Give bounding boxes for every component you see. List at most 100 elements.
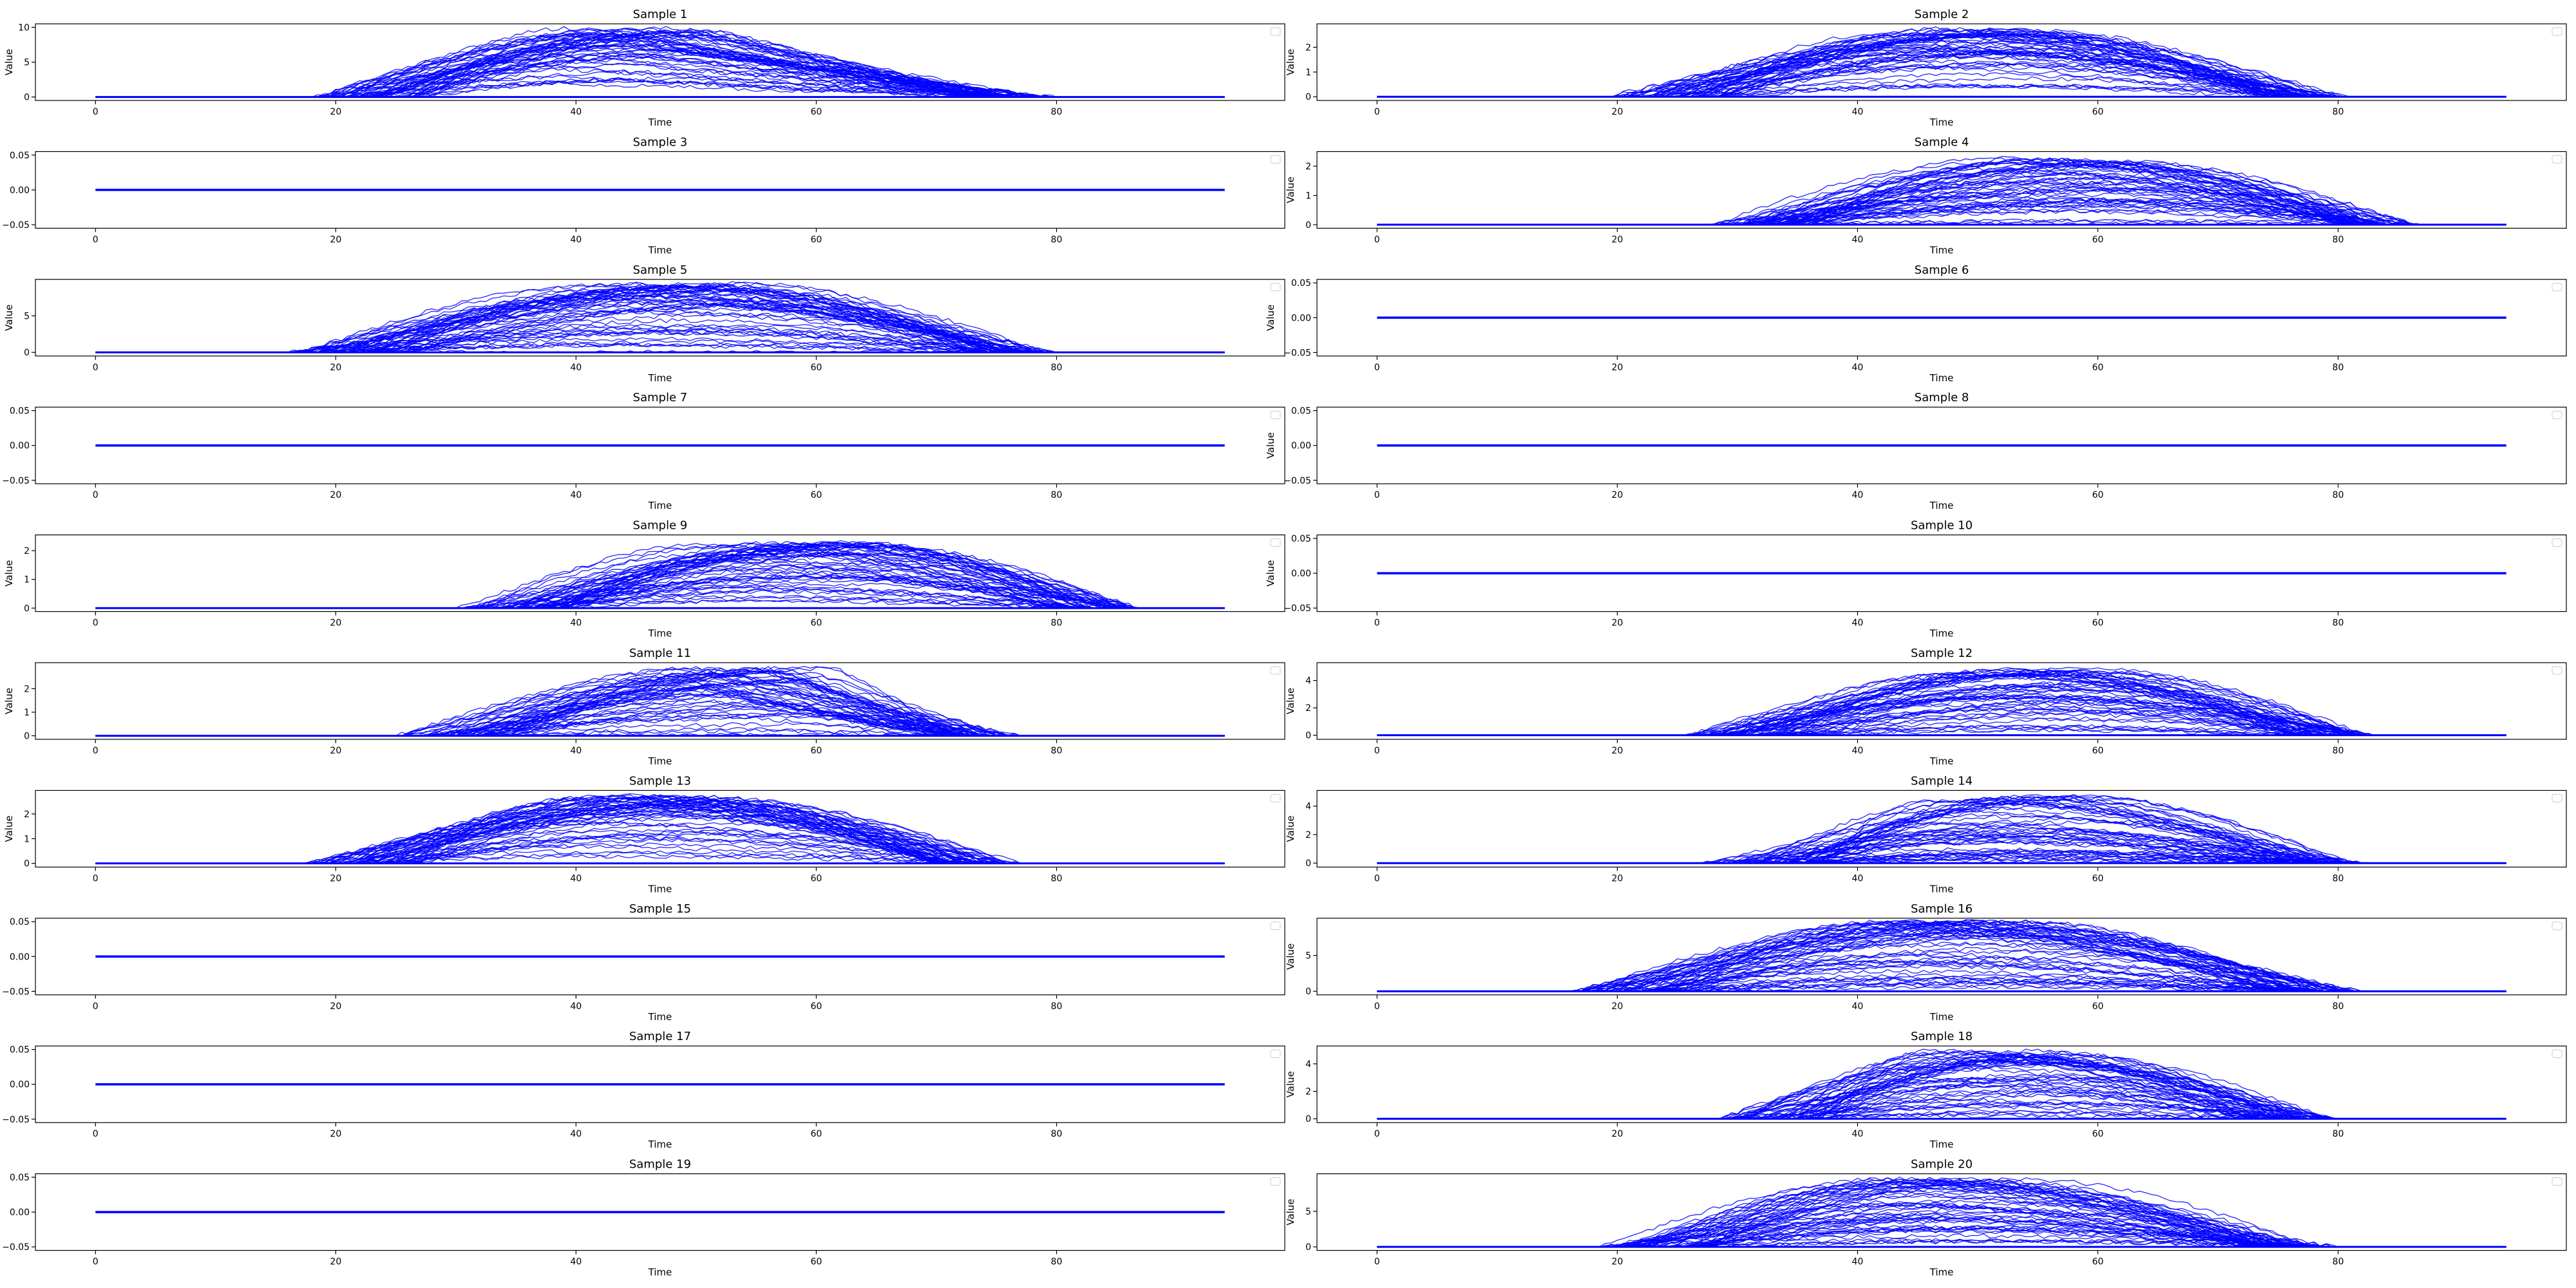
- x-tick-label: 60: [811, 618, 822, 629]
- x-tick-label: 80: [2333, 234, 2344, 245]
- x-tick-label: 40: [571, 107, 582, 117]
- x-axis-label: Time: [1929, 500, 1954, 511]
- series-group: [1377, 667, 2506, 737]
- series-line: [1377, 1224, 2506, 1247]
- series-line: [95, 721, 1225, 737]
- series-line: [95, 832, 1225, 864]
- y-tick-label: 0: [1305, 1114, 1311, 1124]
- legend-box: [2552, 538, 2562, 547]
- series-line: [1377, 1219, 2506, 1247]
- y-tick-label: 5: [24, 311, 30, 321]
- y-tick-label: 1: [24, 834, 30, 844]
- axes-frame: [35, 534, 1285, 612]
- series-line: [95, 806, 1225, 864]
- series-line: [95, 317, 1225, 353]
- series-line: [1377, 1076, 2506, 1119]
- y-tick-label: 5: [24, 58, 30, 68]
- series-line: [95, 81, 1225, 98]
- y-tick-label: 0: [1305, 92, 1311, 102]
- series-line: [1377, 1075, 2506, 1119]
- x-tick-label: 80: [1051, 234, 1063, 245]
- series-line: [1377, 930, 2506, 992]
- x-tick-label: 40: [571, 746, 582, 756]
- x-tick-label: 20: [330, 618, 341, 629]
- series-line: [95, 53, 1225, 98]
- subplot-title: Sample 18: [1911, 1030, 1973, 1043]
- subplot-title: Sample 6: [1915, 263, 1969, 277]
- x-axis-label: Time: [1929, 755, 1954, 767]
- y-tick-label: −0.05: [2, 1115, 30, 1125]
- series-line: [1377, 1179, 2506, 1247]
- x-tick-label: 0: [1374, 873, 1380, 884]
- series-line: [1377, 1104, 2506, 1119]
- y-tick-label: 0.05: [10, 151, 30, 161]
- subplot-9: Sample 9 0 20 40 60 80 0 1 2 Time Value: [3, 519, 1285, 639]
- y-tick-label: −0.05: [2, 220, 30, 231]
- series-line: [95, 287, 1225, 353]
- series-line: [95, 822, 1225, 864]
- series-line: [1377, 65, 2506, 97]
- x-tick-label: 20: [1611, 234, 1623, 245]
- x-tick-label: 60: [2092, 1257, 2104, 1267]
- y-axis-label: Value: [1285, 943, 1296, 970]
- y-tick-label: −0.05: [1283, 603, 1311, 614]
- series-line: [95, 57, 1225, 98]
- y-tick-label: 0: [24, 93, 30, 103]
- x-axis-label: Time: [648, 244, 672, 256]
- legend-box: [2552, 27, 2562, 36]
- series-line: [1377, 1176, 2506, 1247]
- series-line: [1377, 1060, 2506, 1119]
- series-line: [1377, 1227, 2506, 1247]
- axes-frame: [35, 279, 1285, 357]
- series-line: [95, 694, 1225, 737]
- x-tick-label: 60: [811, 107, 822, 117]
- x-tick-label: 0: [93, 1257, 99, 1267]
- legend-box: [1270, 155, 1281, 164]
- series-group: [1377, 156, 2506, 226]
- axes-frame: [1316, 918, 2567, 996]
- x-tick-label: 60: [811, 746, 822, 756]
- subplot-title: Sample 8: [1915, 391, 1969, 404]
- x-tick-label: 0: [93, 490, 99, 500]
- axes-frame: [1316, 662, 2567, 740]
- y-axis-label: Value: [1285, 1198, 1296, 1225]
- subplot-title: Sample 4: [1915, 135, 1969, 149]
- x-tick-label: 20: [1611, 490, 1623, 500]
- series-group: [1377, 1048, 2506, 1120]
- legend-box: [2552, 793, 2562, 802]
- series-group: [95, 26, 1225, 99]
- legend-box: [1270, 410, 1281, 419]
- x-tick-label: 40: [1852, 234, 1864, 245]
- x-tick-label: 60: [811, 1257, 822, 1267]
- subplot-title: Sample 9: [633, 519, 688, 533]
- y-tick-label: 1: [1305, 191, 1311, 202]
- series-line: [1377, 670, 2506, 736]
- y-axis-label: Value: [1265, 305, 1276, 331]
- y-tick-label: 0: [1305, 858, 1311, 869]
- y-tick-label: 0.05: [1291, 406, 1311, 417]
- x-axis-label: Time: [1929, 117, 1954, 128]
- x-tick-label: 20: [330, 1001, 341, 1012]
- y-tick-label: 0.05: [10, 1173, 30, 1183]
- series-line: [95, 304, 1225, 353]
- series-line: [95, 323, 1225, 353]
- x-axis-label: Time: [1929, 628, 1954, 639]
- x-tick-label: 0: [1374, 234, 1380, 245]
- legend-box: [2552, 155, 2562, 164]
- subplot-title: Sample 5: [633, 263, 688, 277]
- subplot-5: Sample 5 0 20 40 60 80 0 5 Time Value: [3, 263, 1285, 384]
- x-tick-label: 40: [571, 1129, 582, 1139]
- x-tick-label: 60: [2092, 107, 2104, 117]
- x-tick-label: 0: [1374, 746, 1380, 756]
- y-tick-label: −0.05: [1283, 476, 1311, 486]
- y-tick-label: 2: [24, 810, 30, 820]
- y-tick-label: 0.05: [10, 406, 30, 417]
- subplot-14: Sample 14 0 20 40 60 80 0 2 4 Time Value: [1285, 774, 2567, 895]
- y-tick-label: −0.05: [2, 987, 30, 997]
- x-tick-label: 20: [1611, 873, 1623, 884]
- x-axis-label: Time: [1929, 1267, 1954, 1278]
- y-tick-label: 0.00: [10, 1080, 30, 1090]
- series-group: [95, 540, 1225, 609]
